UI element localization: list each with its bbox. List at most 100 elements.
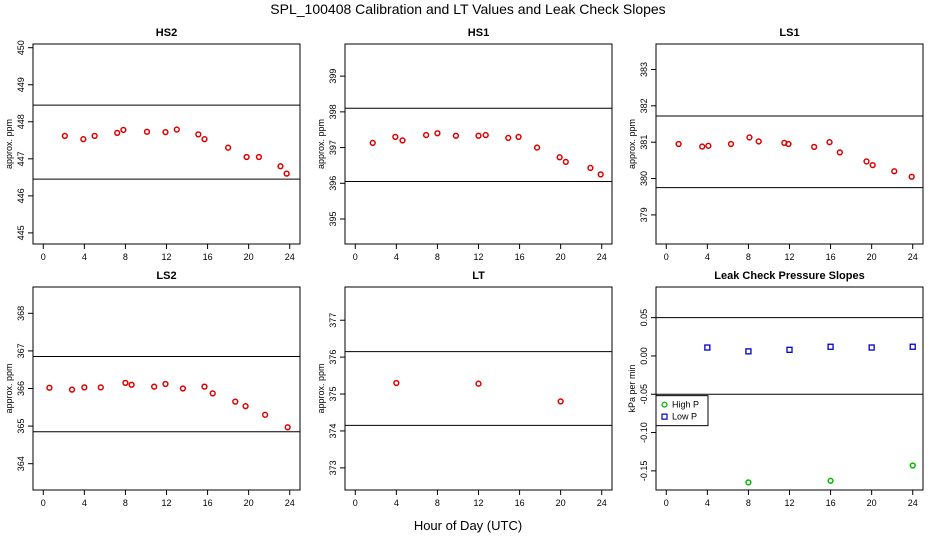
x-tick-label: 12 (784, 252, 794, 262)
data-point (277, 163, 284, 170)
data-point (80, 136, 87, 143)
y-tick-label: 366 (16, 381, 26, 396)
x-tick-label: 4 (82, 498, 87, 508)
data-point (827, 477, 834, 484)
y-tick-label: 448 (16, 114, 26, 129)
y-tick-label: 375 (328, 387, 338, 402)
panel-title: LS2 (156, 270, 176, 282)
data-point (151, 383, 158, 390)
data-point (434, 130, 441, 137)
y-tick-label: 0.00 (639, 347, 649, 365)
y-axis-label: kPa per min (627, 364, 637, 412)
legend-marker (661, 413, 668, 420)
data-point (863, 158, 870, 165)
x-tick-label: 24 (597, 498, 607, 508)
data-point (143, 128, 151, 135)
data-point (786, 346, 793, 353)
figure-x-axis-label: Hour of Day (UTC) (413, 518, 523, 533)
plot-frame (655, 43, 924, 245)
data-point (908, 173, 915, 180)
y-tick-label: 373 (328, 460, 338, 475)
data-point (505, 134, 512, 142)
data-point (284, 424, 291, 431)
x-tick-label: 24 (908, 498, 918, 508)
panel-6: Leak Check Pressure Slopes 0 4 8 12 16 20 24 -0.… (627, 270, 924, 508)
y-tick-label: -0.05 (639, 384, 649, 405)
x-tick-label: 20 (556, 498, 566, 508)
y-tick-label: 383 (639, 62, 649, 77)
y-tick-label: 365 (16, 419, 26, 434)
data-point (173, 126, 180, 133)
data-point (562, 158, 569, 166)
x-tick-label: 8 (123, 252, 128, 262)
y-axis-label: approx. ppm (4, 363, 14, 413)
data-point (869, 161, 876, 169)
x-tick-label: 20 (556, 252, 566, 262)
x-tick-label: 20 (244, 252, 254, 262)
legend-marker (661, 401, 668, 408)
data-point (399, 137, 406, 144)
data-point (162, 128, 169, 136)
x-tick-label: 12 (161, 252, 171, 262)
data-point (283, 170, 290, 177)
data-point (195, 131, 202, 138)
x-tick-label: 16 (515, 252, 525, 262)
panel-title: HS2 (156, 27, 177, 39)
panel-3: LS1 0 4 8 12 16 20 24 379 380 381 382 383 approx. ppm (627, 27, 924, 262)
y-tick-label: 381 (639, 135, 649, 150)
x-tick-label: 8 (435, 252, 440, 262)
x-tick-label: 4 (82, 252, 87, 262)
x-tick-label: 12 (161, 498, 171, 508)
data-point (755, 138, 762, 145)
x-tick-label: 16 (826, 498, 836, 508)
data-point (475, 132, 482, 139)
y-tick-label: 396 (328, 176, 338, 191)
legend: High P Low P (655, 395, 709, 427)
data-point (422, 131, 430, 139)
data-point (224, 144, 232, 151)
data-point (393, 379, 400, 387)
data-point (46, 384, 53, 391)
y-tick-label: 368 (16, 306, 26, 321)
x-tick-label: 4 (705, 498, 710, 508)
x-tick-label: 0 (353, 252, 358, 262)
data-point (97, 384, 104, 391)
x-tick-label: 16 (203, 252, 213, 262)
data-point (868, 344, 875, 351)
figure-title: SPL_100408 Calibration and LT Values and… (270, 1, 666, 17)
y-tick-label: 447 (16, 151, 26, 166)
y-tick-label: 379 (639, 207, 649, 222)
x-tick-label: 16 (826, 252, 836, 262)
y-axis-label: approx. ppm (316, 363, 326, 413)
y-axis-label: approx. ppm (4, 119, 14, 169)
data-point (587, 164, 594, 172)
data-point (392, 133, 399, 141)
legend-box (655, 395, 709, 427)
data-point (699, 143, 706, 150)
plot-frame (344, 286, 613, 491)
y-tick-label: 364 (16, 456, 26, 471)
data-point (745, 348, 752, 355)
data-point (475, 380, 482, 387)
data-point (727, 140, 735, 148)
plot-frame (344, 43, 613, 245)
data-point (704, 344, 711, 351)
data-point (597, 171, 604, 178)
y-tick-label: 382 (639, 98, 649, 113)
plot-frame (32, 286, 301, 491)
x-tick-label: 8 (746, 498, 751, 508)
data-point (179, 385, 187, 392)
x-tick-label: 8 (123, 498, 128, 508)
data-point (745, 479, 752, 486)
plot-frame (32, 43, 301, 245)
data-point (836, 149, 843, 156)
x-tick-label: 20 (867, 498, 877, 508)
x-tick-label: 16 (203, 498, 213, 508)
data-point (261, 411, 269, 418)
y-tick-label: 450 (16, 40, 26, 55)
panel-1: HS2 0 4 8 12 16 20 24 445 446 447 448 449 450 approx. … (4, 27, 301, 262)
x-tick-label: 4 (394, 252, 399, 262)
x-tick-label: 4 (705, 252, 710, 262)
y-tick-label: 399 (328, 69, 338, 84)
